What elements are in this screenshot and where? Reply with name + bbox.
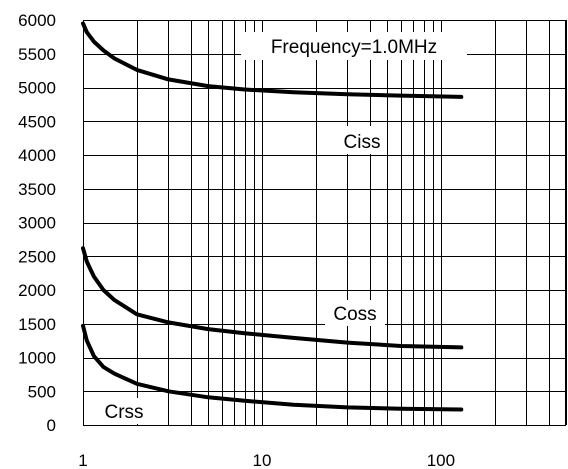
x-tick-label: 1 [78,451,87,469]
y-tick-label: 4000 [18,146,56,165]
series-line-ciss [81,21,464,99]
plot-frame [82,19,567,427]
series-labels: Ciss Coss Crss Frequency=1.0MHz [96,32,467,424]
series-label-bg [337,126,387,154]
y-tick-label: 2000 [18,281,56,300]
series-line-coss [81,246,464,350]
x-tick-label: 10 [252,451,271,469]
series-label-bg [325,300,385,326]
frequency-annotation: Frequency=1.0MHz [271,37,437,58]
y-tick-label: 500 [28,382,56,401]
y-tick-label: 1000 [18,349,56,368]
series-label-coss: Coss [333,304,376,325]
curve-layer [81,21,464,412]
grid-layer [83,20,567,426]
x-tick-label: 100 [427,451,455,469]
annotation-bg [241,32,467,60]
series-label-ciss: Ciss [344,132,381,153]
y-tick-label: 1500 [18,315,56,334]
y-tick-label: 2500 [18,247,56,266]
y-tick-label: 4500 [18,112,56,131]
series-label-bg [96,398,152,424]
series-label-crss: Crss [104,402,143,423]
y-tick-label: 5000 [18,79,56,98]
y-tick-label: 3000 [18,214,56,233]
y-tick-label: 0 [47,416,56,435]
y-tick-label: 5500 [18,45,56,64]
series-line-crss [81,323,464,412]
tick-labels: 0 500 1000 1500 2000 2500 3000 3500 4000 4500 5000… [18,11,455,469]
y-tick-label: 3500 [18,180,56,199]
y-tick-label: 6000 [18,11,56,30]
